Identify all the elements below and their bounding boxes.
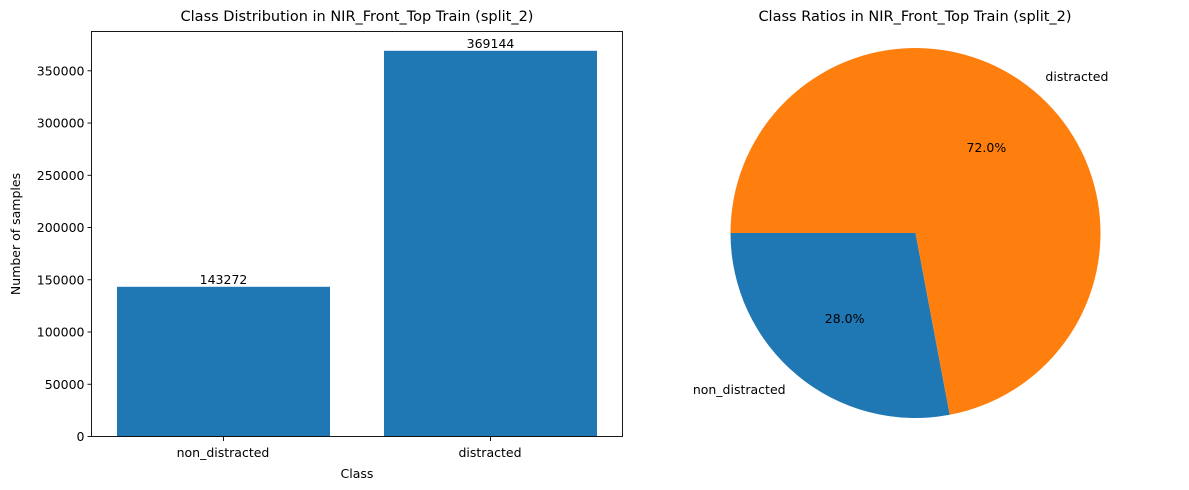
- y-tick-label: 100000: [37, 325, 85, 340]
- bar-chart-title: Class Distribution in NIR_Front_Top Trai…: [181, 9, 534, 25]
- bar-data-label-distracted: 369144: [467, 36, 515, 51]
- x-tick-label-distracted: distracted: [458, 445, 521, 460]
- bar-distracted: [384, 50, 597, 437]
- x-tick-label-non-distracted: non_distracted: [177, 445, 270, 460]
- y-axis-label: Number of samples: [8, 173, 23, 295]
- pie-label-non-distracted: non_distracted: [693, 382, 786, 397]
- bar-layer: [117, 50, 597, 437]
- y-tick-label: 50000: [45, 377, 85, 392]
- bar-chart: Class Distribution in NIR_Front_Top Trai…: [8, 9, 623, 481]
- pie-percent-non-distracted: 28.0%: [825, 311, 865, 326]
- y-axis-ticks: 0 50000 100000 150000 200000 250000 300000 3500…: [37, 63, 92, 444]
- pie-chart-title: Class Ratios in NIR_Front_Top Train (spl…: [758, 9, 1071, 25]
- pie-label-distracted: distracted: [1045, 69, 1108, 84]
- pie-chart: Class Ratios in NIR_Front_Top Train (spl…: [693, 9, 1108, 418]
- pie-slice-non-distracted: [730, 233, 950, 418]
- y-tick-label: 0: [77, 429, 85, 444]
- pie-percent-distracted: 72.0%: [967, 140, 1007, 155]
- y-tick-label: 350000: [37, 63, 85, 78]
- bar-axes-frame: [91, 31, 623, 437]
- x-axis-label: Class: [341, 466, 374, 481]
- y-tick-label: 150000: [37, 272, 85, 287]
- y-tick-label: 250000: [37, 168, 85, 183]
- y-tick-label: 200000: [37, 220, 85, 235]
- bar-data-label-non-distracted: 143272: [200, 272, 248, 287]
- y-tick-label: 300000: [37, 116, 85, 131]
- bar-non-distracted: [117, 286, 330, 437]
- pie-slice-distracted: [730, 48, 1101, 415]
